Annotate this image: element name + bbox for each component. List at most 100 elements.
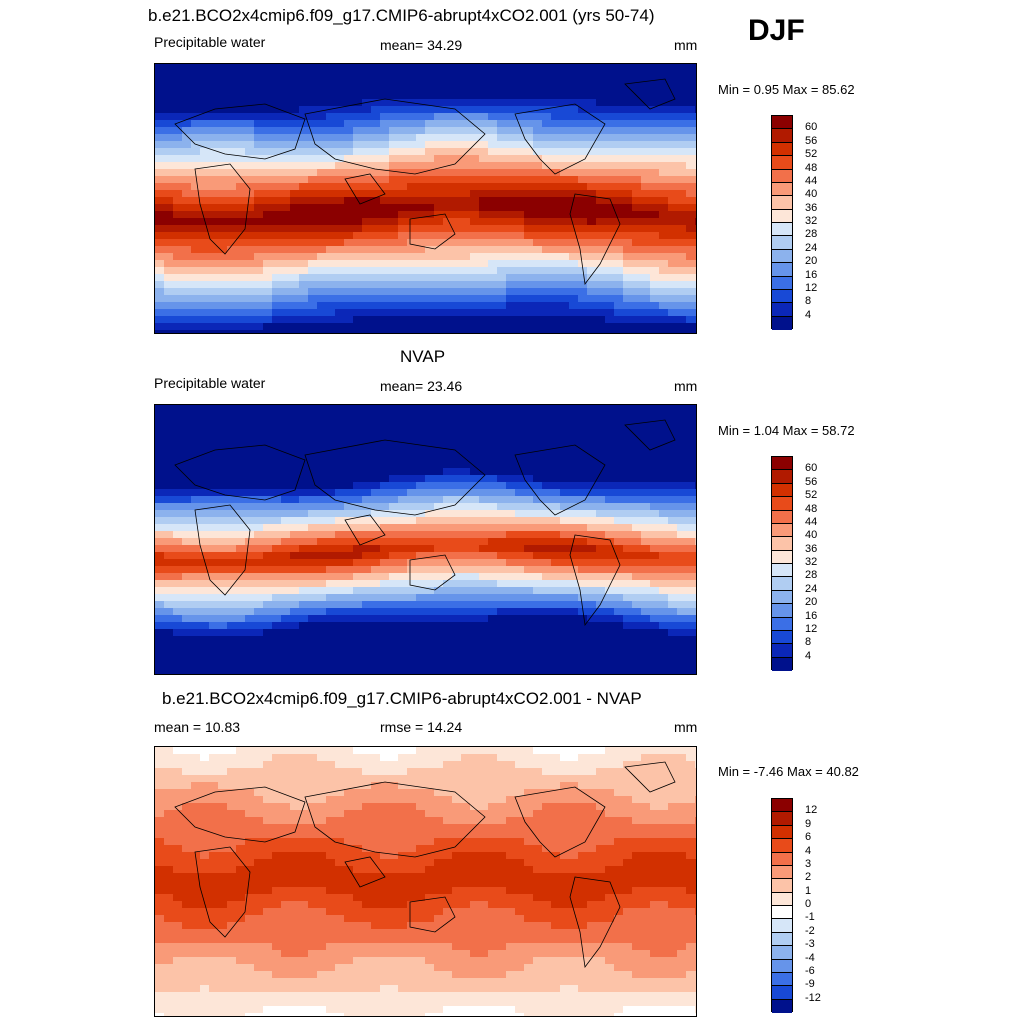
panel-2-map [154, 404, 697, 675]
panel-1-variable-label: Precipitable water [154, 34, 266, 50]
colorbar-swatch [772, 209, 792, 223]
panel-1-map-plot [155, 64, 696, 333]
colorbar-label: 12 [805, 281, 818, 294]
panel-3-minmax: Min = -7.46 Max = 40.82 [718, 764, 859, 779]
colorbar-swatch [772, 223, 792, 237]
coastline [174, 103, 306, 160]
colorbar-swatch [772, 852, 792, 866]
colorbar-swatch [772, 825, 792, 840]
colorbar-swatch [772, 986, 792, 1000]
colorbar-swatch [772, 470, 792, 484]
coastline [194, 504, 251, 596]
colorbar-label: -6 [805, 964, 815, 977]
colorbar-swatch [772, 497, 792, 511]
colorbar-swatch [772, 537, 792, 551]
panel-1-units-label: mm [674, 37, 698, 53]
colorbar-label: 52 [805, 489, 818, 502]
colorbar-label: 3 [805, 857, 812, 870]
coastline [304, 98, 486, 175]
coastline [344, 173, 386, 205]
panel-2-variable-label: Precipitable water [154, 375, 266, 391]
colorbar-label: 60 [805, 121, 818, 134]
panel-2-minmax: Min = 1.04 Max = 58.72 [718, 423, 855, 438]
colorbar-swatch [772, 644, 792, 658]
colorbar-swatch [772, 550, 792, 564]
colorbar-label: -1 [805, 911, 815, 924]
coastline [344, 514, 386, 546]
colorbar-swatch [772, 316, 792, 330]
colorbar-label: 12 [805, 804, 818, 817]
colorbar-label: 16 [805, 268, 818, 281]
colorbar-label: 1 [805, 884, 812, 897]
colorbar-label: 8 [805, 295, 812, 308]
panel-3-colorbar [771, 798, 793, 1013]
colorbar-label: 44 [805, 174, 818, 187]
colorbar-swatch [772, 483, 792, 498]
colorbar-swatch [772, 959, 792, 973]
colorbar-swatch [772, 906, 792, 920]
colorbar-label: 36 [805, 201, 818, 214]
colorbar-swatch [772, 812, 792, 826]
colorbar-label: 4 [805, 308, 812, 321]
coastline [514, 103, 606, 175]
colorbar-swatch [772, 457, 792, 471]
panel-3-map [154, 746, 697, 1017]
coastline [409, 554, 456, 591]
panel-3-map-plot [155, 747, 696, 1016]
season-label: DJF [748, 14, 805, 47]
colorbar-label: 24 [805, 582, 818, 595]
colorbar-swatch [772, 182, 792, 197]
colorbar-label: -9 [805, 978, 815, 991]
coastline [624, 78, 676, 110]
colorbar-swatch [772, 932, 792, 947]
panel-3-mean-label: mean = 10.83 [154, 719, 241, 735]
colorbar-label: 24 [805, 241, 818, 254]
colorbar-swatch [772, 590, 792, 605]
colorbar-swatch [772, 604, 792, 618]
coastline [514, 786, 606, 858]
panel-2-title: NVAP [400, 347, 446, 366]
colorbar-label: 32 [805, 215, 818, 227]
colorbar-label: 20 [805, 255, 818, 268]
colorbar-label: 36 [805, 542, 818, 555]
panel-2-mean-label: mean= 23.46 [380, 378, 463, 394]
colorbar-label: 20 [805, 596, 818, 609]
panel-3-title: b.e21.BCO2x4cmip6.f09_g17.CMIP6-abrupt4x… [162, 689, 642, 708]
colorbar-swatch [772, 289, 792, 304]
panel-2-map-plot [155, 405, 696, 674]
coastline [624, 761, 676, 793]
colorbar-label: -12 [805, 991, 821, 1004]
colorbar-label: 56 [805, 134, 818, 147]
coastline [194, 846, 251, 938]
colorbar-label: 2 [805, 871, 812, 884]
colorbar-swatch [772, 799, 792, 813]
colorbar-label: 32 [805, 556, 818, 568]
colorbar-swatch [772, 630, 792, 645]
colorbar-swatch [772, 523, 792, 538]
panel-1-map [154, 63, 697, 334]
panel-1-mean-label: mean= 34.29 [380, 37, 463, 53]
colorbar-swatch [772, 263, 792, 277]
colorbar-swatch [772, 156, 792, 170]
colorbar-swatch [772, 865, 792, 880]
coastline [409, 213, 456, 250]
colorbar-swatch [772, 129, 792, 143]
colorbar-label: 8 [805, 636, 812, 649]
colorbar-label: 4 [805, 649, 812, 662]
colorbar-label: 28 [805, 228, 818, 241]
colorbar-label: 60 [805, 462, 818, 475]
colorbar-label: -2 [805, 924, 815, 937]
colorbar-swatch [772, 617, 792, 631]
colorbar-swatch [772, 564, 792, 578]
colorbar-label: 44 [805, 515, 818, 528]
coastline [194, 163, 251, 255]
coastline [514, 444, 606, 516]
panel-3-rmse-label: rmse = 14.24 [380, 719, 463, 735]
coastline [409, 896, 456, 933]
colorbar-swatch [772, 919, 792, 933]
panel-1-minmax: Min = 0.95 Max = 85.62 [718, 82, 855, 97]
colorbar-swatch [772, 303, 792, 317]
colorbar-swatch [772, 142, 792, 157]
colorbar-swatch [772, 276, 792, 290]
colorbar-swatch [772, 510, 792, 524]
